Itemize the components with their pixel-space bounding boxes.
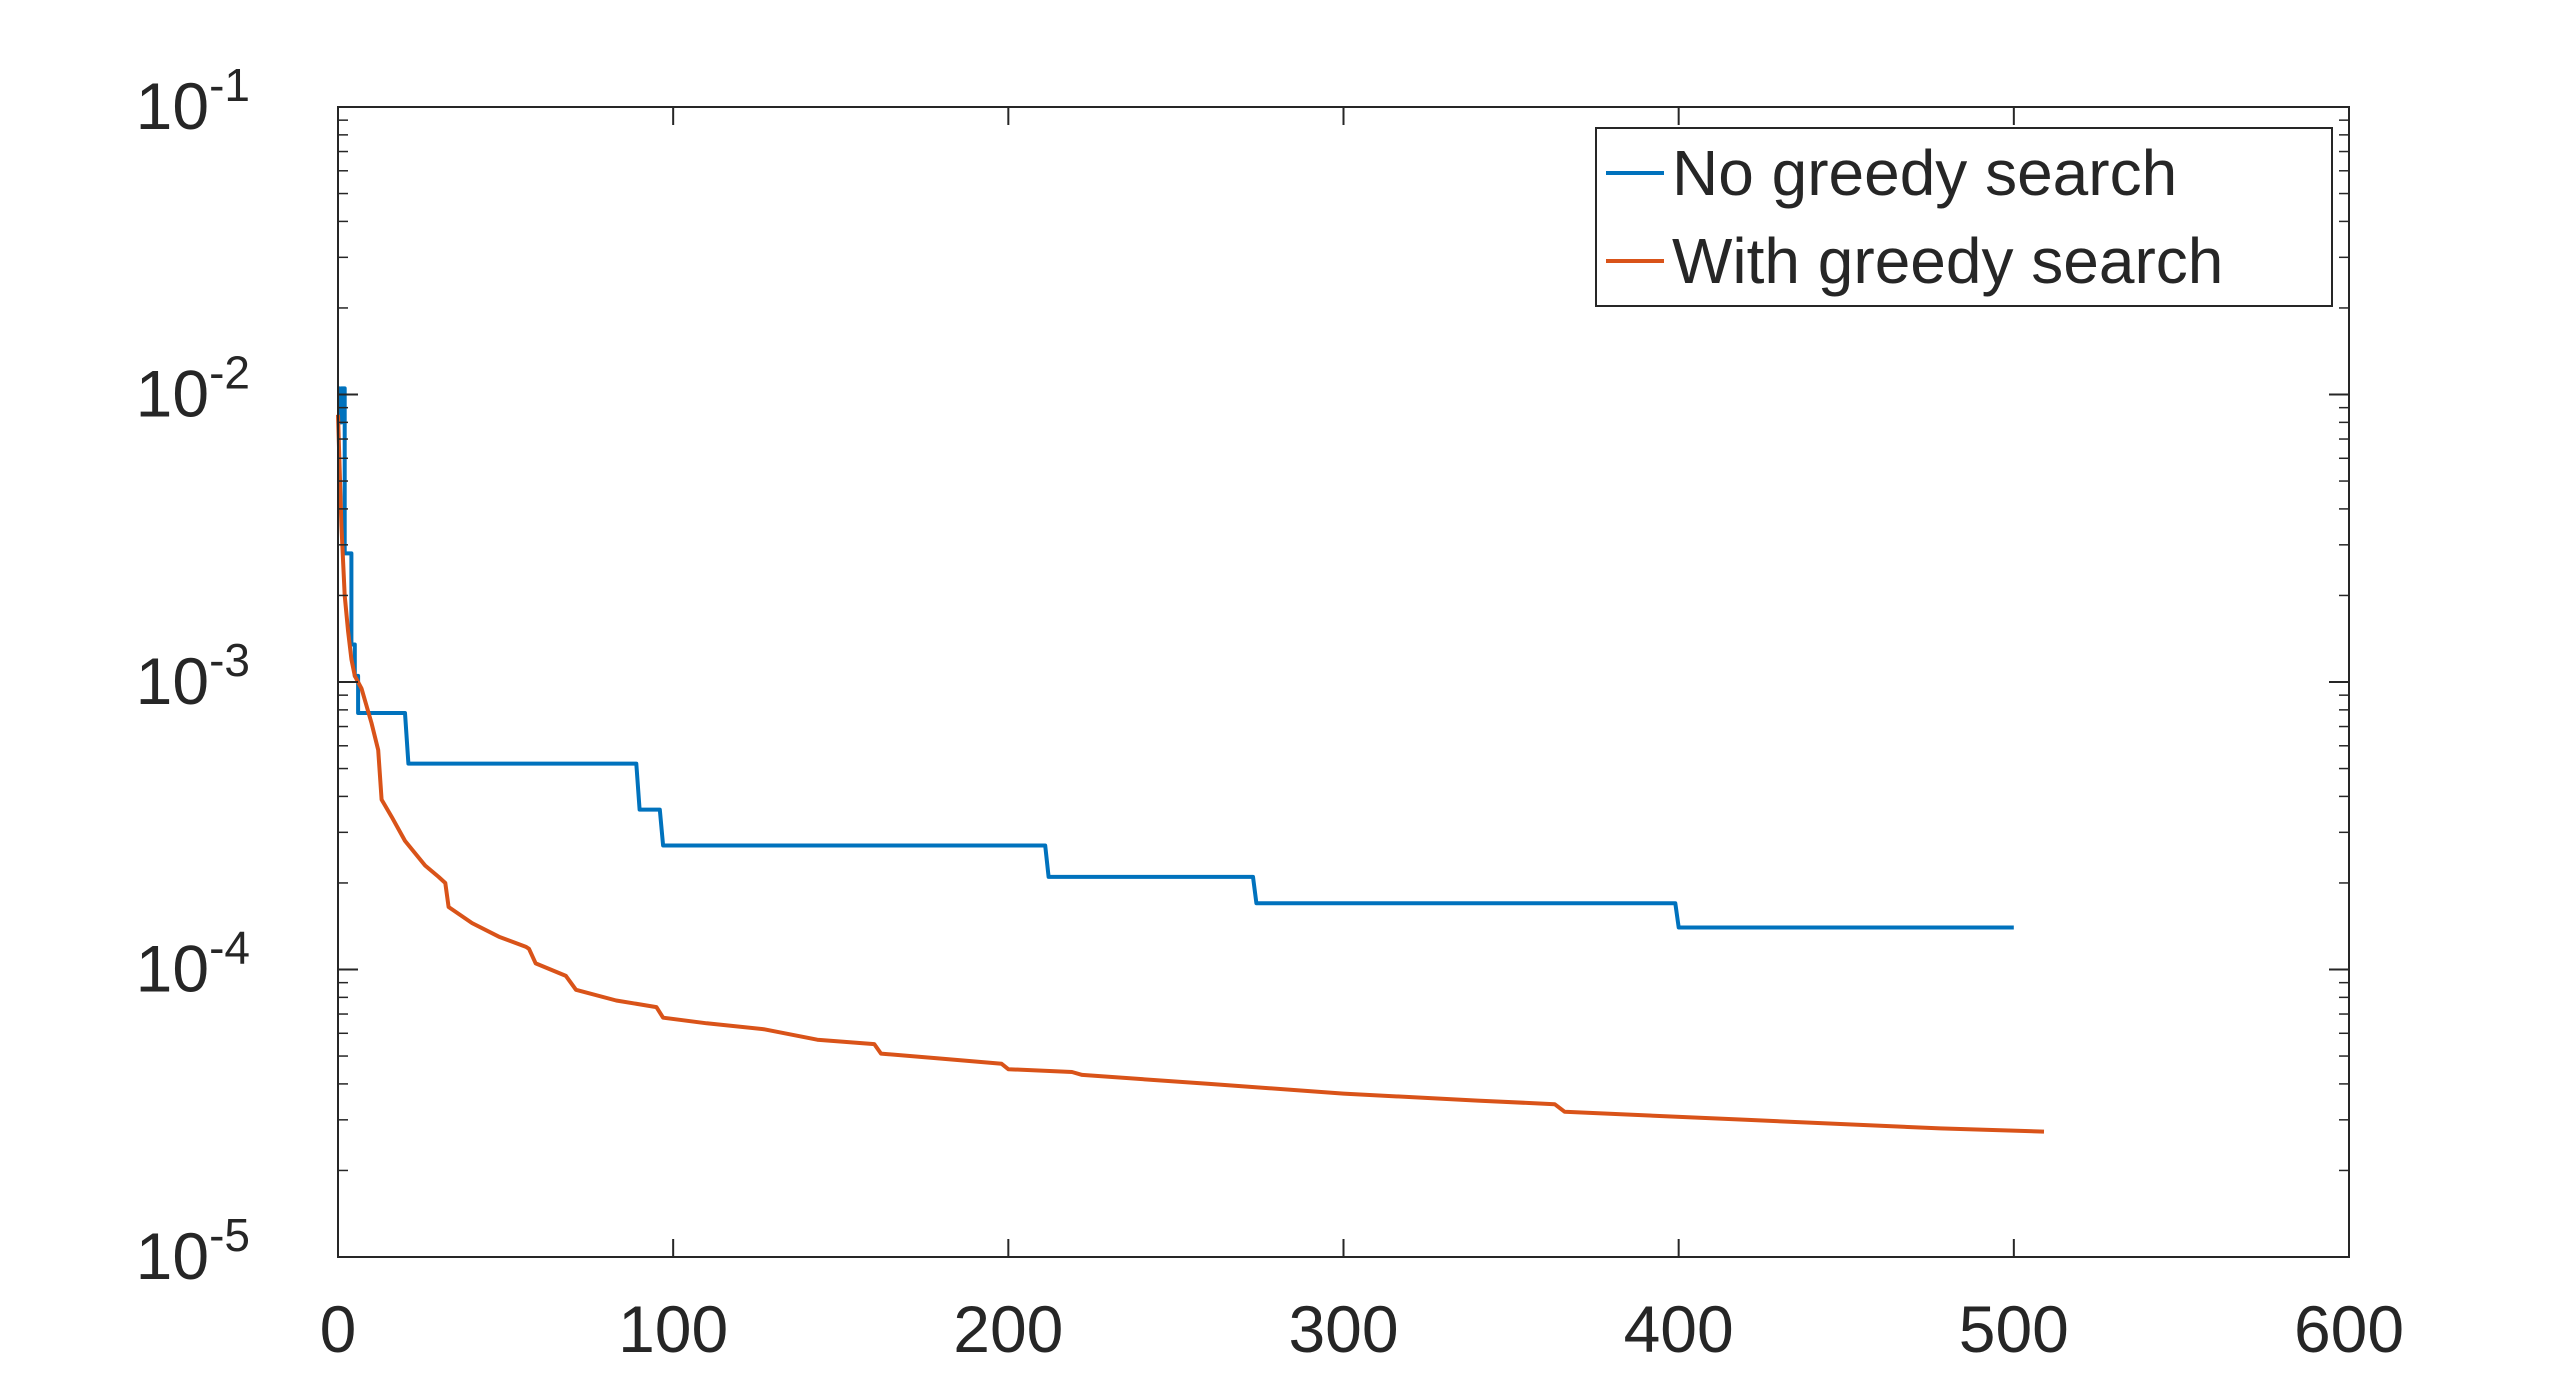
y-tick-label-exponent: -2 <box>209 347 250 399</box>
x-tick-label: 0 <box>320 1292 357 1366</box>
y-tick-label-base: 10 <box>136 357 209 431</box>
y-tick-label-base: 10 <box>136 69 209 143</box>
legend-box <box>1595 127 2333 307</box>
x-tick-label: 500 <box>1959 1292 2069 1366</box>
y-tick-label: 10-4 <box>136 922 250 1006</box>
x-tick-label: 600 <box>2294 1292 2404 1366</box>
series-line-no-greedy-search <box>337 386 2014 930</box>
y-tick-label: 10-1 <box>136 59 250 143</box>
y-tick-label-exponent: -3 <box>209 634 250 686</box>
series-line-with-greedy-search <box>336 414 2045 1134</box>
y-tick-label-exponent: -5 <box>209 1209 250 1261</box>
x-tick-label: 400 <box>1624 1292 1734 1366</box>
legend: No greedy search With greedy search <box>1595 127 2333 307</box>
y-tick-label-base: 10 <box>136 644 209 718</box>
y-tick-label-exponent: -4 <box>209 922 250 974</box>
legend-label-no-greedy-search: No greedy search <box>1672 137 2177 209</box>
legend-label-with-greedy-search: With greedy search <box>1672 225 2223 297</box>
x-tick-label: 200 <box>953 1292 1063 1366</box>
x-tick-label: 100 <box>618 1292 728 1366</box>
y-tick-label-base: 10 <box>136 932 209 1006</box>
series-layer <box>336 386 2045 1134</box>
y-tick-label: 10-2 <box>136 347 250 431</box>
y-tick-label: 10-3 <box>136 634 250 718</box>
y-tick-label: 10-5 <box>136 1209 250 1293</box>
y-tick-label-exponent: -1 <box>209 59 250 111</box>
y-tick-label-base: 10 <box>136 1219 209 1293</box>
x-tick-label: 300 <box>1288 1292 1398 1366</box>
